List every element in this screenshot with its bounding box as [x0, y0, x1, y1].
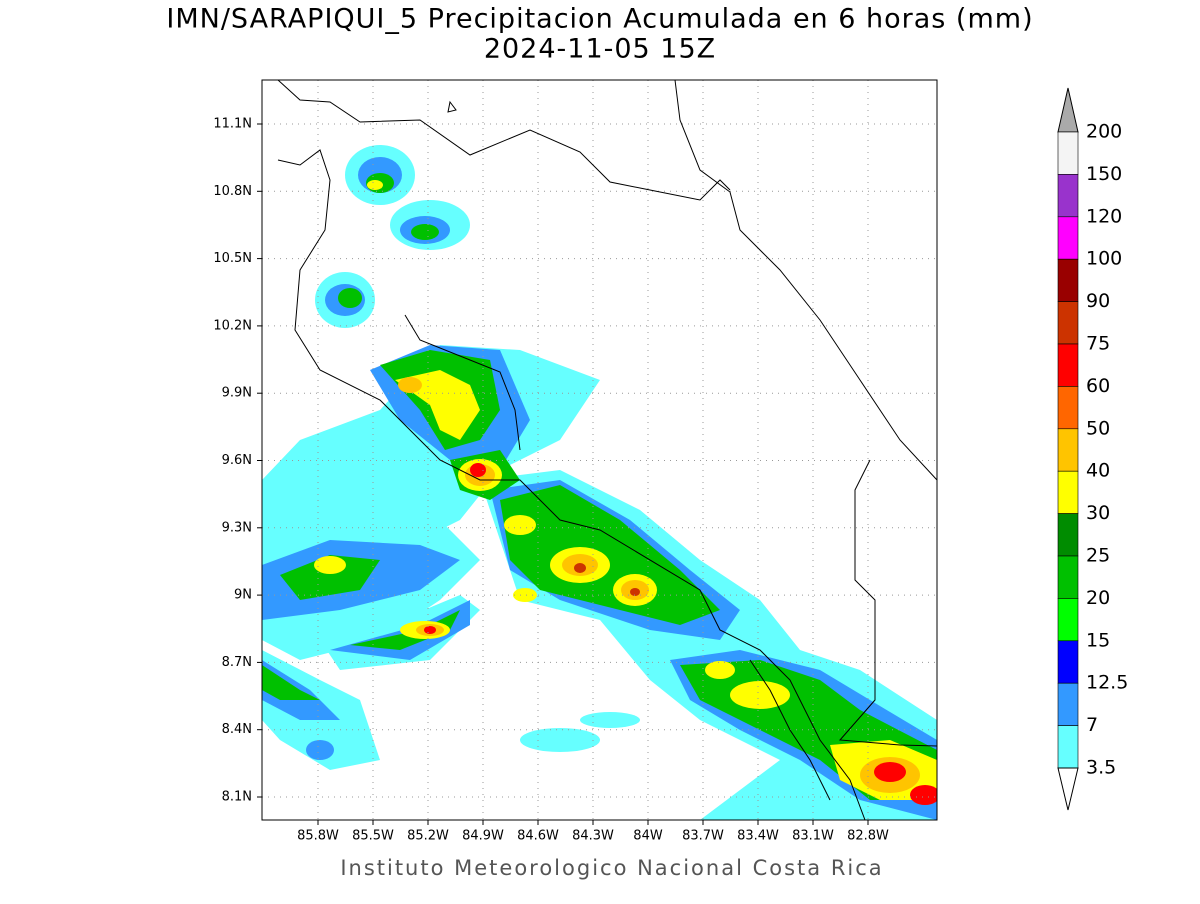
colorbar-segment [1057, 640, 1079, 684]
lat-tick-label: 10.5N [213, 251, 252, 266]
colorbar-segment [1057, 470, 1079, 514]
colorbar-label: 120 [1086, 205, 1122, 227]
lon-tick-label: 84.6W [517, 829, 559, 844]
colorbar-label: 150 [1086, 163, 1122, 185]
colorbar-segment [1057, 301, 1079, 345]
colorbar-segment [1057, 174, 1079, 218]
lon-tick-label: 85.2W [407, 829, 449, 844]
colorbar-segment [1057, 131, 1079, 175]
colorbar-segment [1057, 428, 1079, 472]
colorbar-label: 3.5 [1086, 757, 1116, 779]
colorbar-label: 7 [1086, 714, 1098, 736]
coastlines [277, 80, 937, 820]
lat-tick-label: 10.2N [213, 318, 252, 333]
map-frame [261, 79, 938, 821]
lon-tick-label: 82.8W [847, 829, 889, 844]
lon-tick-label: 84W [633, 829, 663, 844]
colorbar-segment [1057, 258, 1079, 302]
lat-tick-label: 10.8N [213, 184, 252, 199]
lon-tick-label: 84.9W [462, 829, 504, 844]
colorbar-label: 100 [1086, 248, 1122, 270]
lat-tick-label: 9.3N [222, 520, 252, 535]
lat-tick-label: 8.7N [222, 655, 252, 670]
lat-tick-label: 9.6N [222, 453, 252, 468]
lat-tick-label: 8.4N [222, 722, 252, 737]
lat-tick-label: 11.1N [213, 117, 252, 132]
lat-tick-label: 9N [234, 588, 252, 603]
colorbar-segment [1057, 386, 1079, 430]
colorbar-under [1057, 767, 1079, 811]
colorbar-label: 15 [1086, 629, 1110, 651]
colorbar-segment [1057, 513, 1079, 557]
lon-tick-label: 85.8W [297, 829, 339, 844]
colorbar-segment [1057, 216, 1079, 260]
colorbar-label: 90 [1086, 290, 1110, 312]
colorbar-label: 25 [1086, 545, 1110, 567]
colorbar: 200 150 120 100 90 75 60 50 40 30 25 20 15 12.5 7 3.5 [1057, 87, 1128, 811]
colorbar-label: 60 [1086, 375, 1110, 397]
colorbar-label: 20 [1086, 587, 1110, 609]
colorbar-label: 40 [1086, 460, 1110, 482]
graticule: 11.1N 10.8N 10.5N 10.2N 9.9N 9.6N 9.3N 9N 8.7N 8.… [213, 80, 937, 844]
map-title: IMN/SARAPIQUI_5 Precipitacion Acumulada … [166, 4, 1033, 35]
lon-tick-label: 83.1W [792, 829, 834, 844]
lon-tick-label: 83.4W [737, 829, 779, 844]
colorbar-label: 30 [1086, 502, 1110, 524]
colorbar-segment [1057, 555, 1079, 599]
precipitation-field [262, 145, 937, 820]
colorbar-segment [1057, 725, 1079, 769]
colorbar-label: 200 [1086, 121, 1122, 143]
lat-tick-label: 9.9N [222, 386, 252, 401]
colorbar-label: 50 [1086, 417, 1110, 439]
colorbar-segment [1057, 343, 1079, 387]
lon-tick-label: 85.5W [352, 829, 394, 844]
colorbar-label: 12.5 [1086, 672, 1128, 694]
colorbar-label: 75 [1086, 333, 1110, 355]
colorbar-over [1057, 87, 1079, 133]
lon-tick-label: 84.3W [572, 829, 614, 844]
lat-tick-label: 8.1N [222, 790, 252, 805]
colorbar-segment [1057, 598, 1079, 642]
map-subtitle: 2024-11-05 15Z [484, 34, 716, 65]
lon-tick-label: 83.7W [682, 829, 724, 844]
colorbar-segment [1057, 682, 1079, 726]
footer-credit: Instituto Meteorologico Nacional Costa R… [340, 856, 883, 880]
